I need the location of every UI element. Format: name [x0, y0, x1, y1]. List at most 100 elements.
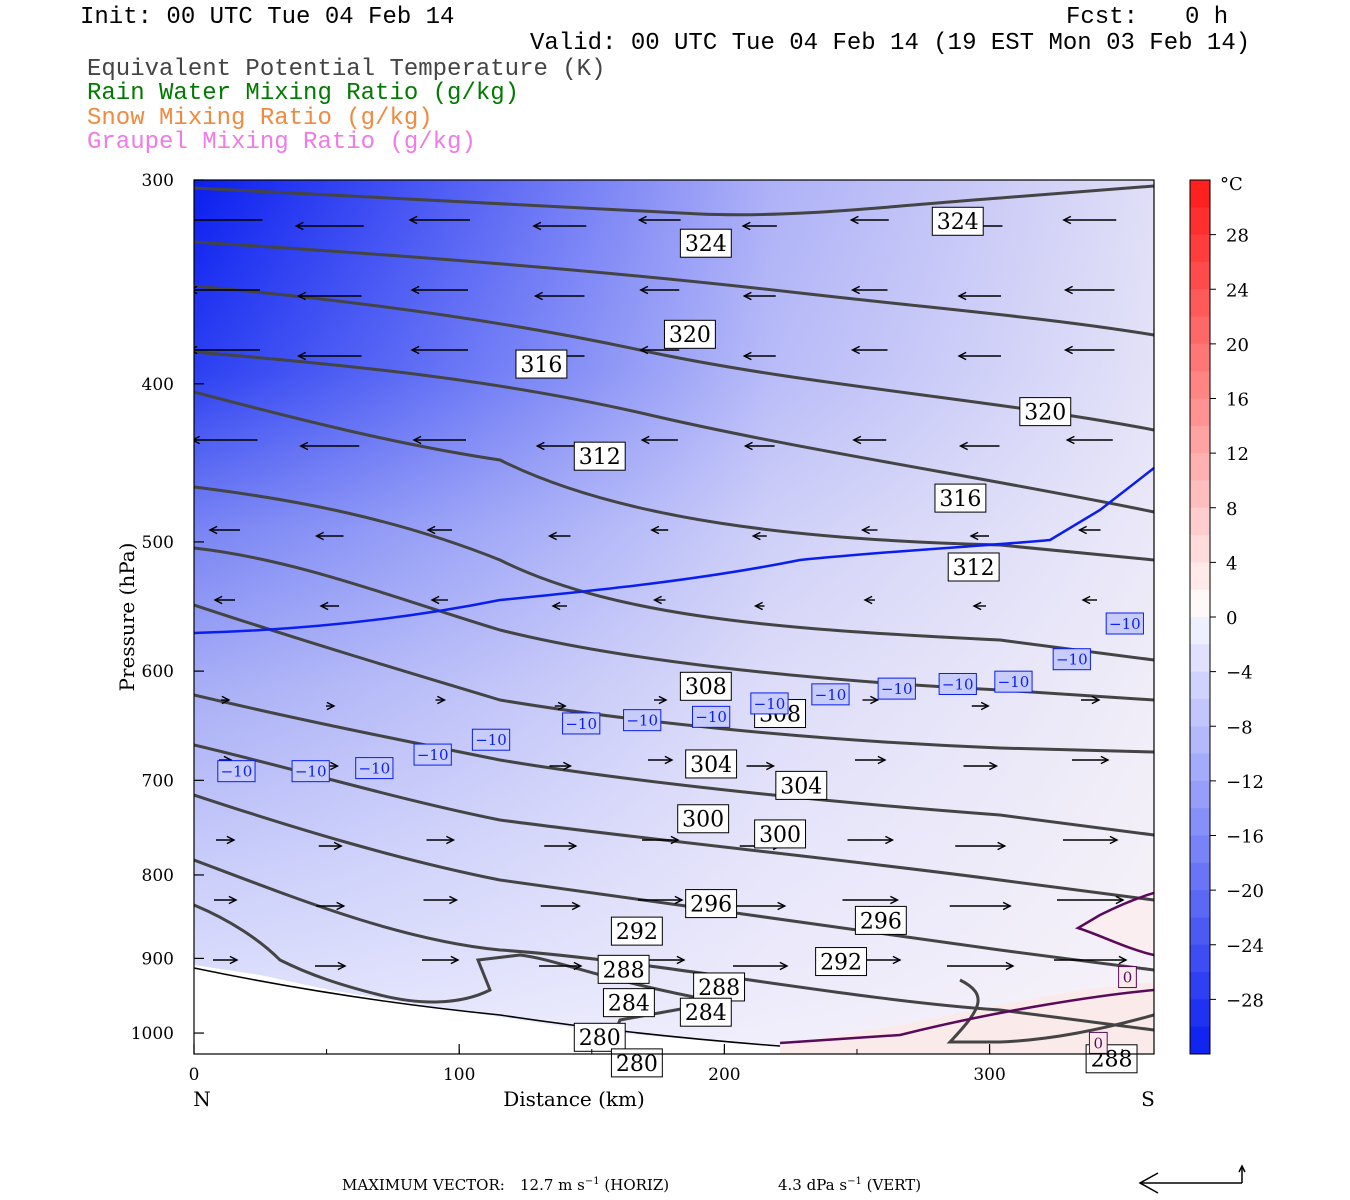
colorbar-segment [1190, 289, 1210, 318]
wind-vector [958, 441, 1000, 451]
colorbar-segment [1190, 589, 1210, 618]
theta-e-contour-288 [946, 978, 1154, 1044]
colorbar-segment [1190, 835, 1210, 864]
wind-vector [326, 701, 336, 711]
wind-vector [410, 285, 468, 295]
isotherm-zero-label: 0 [1088, 1031, 1108, 1054]
wind-vector [743, 441, 775, 451]
svg-text:−10: −10 [998, 673, 1030, 691]
colorbar-segment [1190, 207, 1210, 236]
wind-vector [549, 761, 573, 771]
theta-e-contour [194, 603, 1154, 754]
svg-text:300: 300 [682, 808, 724, 833]
colorbar-tick-label: −4 [1226, 663, 1253, 684]
colorbar-segment [1190, 617, 1210, 645]
colorbar-segment [1190, 999, 1210, 1028]
isotherm-label: −10 [471, 728, 511, 751]
wind-vector [751, 531, 767, 541]
svg-text:−10: −10 [221, 763, 253, 781]
theta-e-label: 324 [679, 228, 732, 258]
svg-text:0: 0 [1123, 968, 1133, 986]
x-end-label-south: S [1141, 1087, 1155, 1111]
svg-text:288: 288 [603, 958, 645, 983]
svg-text:−10: −10 [626, 712, 658, 730]
theta-e-label: 304 [685, 749, 738, 779]
x-tick-label: 300 [973, 1065, 1005, 1085]
wind-vector [194, 435, 258, 445]
isotherm-label: −10 [938, 672, 977, 695]
svg-text:−10: −10 [1056, 651, 1088, 669]
x-axis-label: Distance (km) [503, 1087, 645, 1111]
wind-vector [963, 761, 999, 771]
theta-e-label: 320 [663, 319, 716, 349]
isotherm-label: −10 [562, 712, 601, 735]
wind-vector [532, 221, 587, 231]
svg-text:280: 280 [616, 1052, 658, 1077]
colorbar-segment [1190, 644, 1210, 673]
wind-vector [639, 285, 680, 295]
colorbar-tick-label: −12 [1226, 772, 1264, 793]
wind-vector [852, 435, 887, 445]
wind-vector [539, 961, 583, 971]
wind-vector [746, 761, 776, 771]
svg-text:324: 324 [937, 210, 979, 235]
theta-e-label: 320 [1019, 397, 1072, 427]
wind-vector [194, 345, 260, 355]
wind-vector [544, 841, 578, 851]
wind-vector [949, 901, 1012, 911]
isotherm-label: −10 [994, 670, 1033, 693]
wind-vector [971, 701, 990, 711]
colorbar-segment [1190, 234, 1210, 263]
colorbar-segment [1190, 480, 1210, 509]
theta-e-label: 300 [754, 819, 807, 849]
wind-vector [863, 595, 875, 605]
wind-vector [842, 895, 900, 905]
legend-snow: Snow Mixing Ratio (g/kg) [87, 105, 433, 132]
wind-vector [213, 595, 235, 605]
colorbar-tick-label: 12 [1226, 444, 1249, 465]
wind-vector [422, 955, 460, 965]
isotherm-label: −10 [1105, 612, 1144, 635]
wind-vector [430, 595, 448, 605]
colorbar-tick-label: 16 [1226, 390, 1249, 411]
svg-text:304: 304 [690, 753, 732, 778]
theta-e-label: 316 [515, 349, 568, 379]
svg-text:292: 292 [820, 950, 862, 975]
svg-text:−10: −10 [815, 686, 847, 704]
theta-e-contour [194, 390, 1154, 562]
isotherm-label: −10 [750, 692, 789, 715]
wind-vector [972, 601, 986, 611]
wind-vector [753, 601, 765, 611]
isotherm-minus-10 [194, 467, 1154, 635]
colorbar-tick-label: 28 [1226, 226, 1249, 247]
isotherm-zero-upper [1074, 891, 1154, 957]
colorbar-segment [1190, 1026, 1210, 1055]
y-tick-label: 500 [142, 533, 174, 553]
colorbar-tick-label: 8 [1226, 499, 1237, 520]
svg-text:288: 288 [698, 976, 740, 1001]
wind-vector [412, 435, 466, 445]
svg-text:320: 320 [1024, 401, 1066, 426]
wind-vector [1077, 525, 1101, 535]
isotherm-label: −10 [692, 705, 731, 728]
colorbar-segment [1190, 180, 1210, 208]
isotherm-label: −10 [623, 709, 662, 732]
wind-vector [294, 221, 364, 231]
wind-vector [741, 221, 777, 231]
theta-e-label: 288 [597, 954, 650, 984]
isotherm-label: −10 [1052, 648, 1091, 671]
svg-text:280: 280 [579, 1026, 621, 1051]
y-axis-label: Pressure (hPa) [115, 543, 139, 692]
svg-text:316: 316 [939, 487, 981, 512]
wind-vector [742, 291, 776, 301]
svg-text:−10: −10 [695, 708, 727, 726]
theta-e-contour [194, 240, 1154, 337]
theta-e-label: 292 [610, 916, 663, 946]
colorbar-tick-label: 0 [1226, 608, 1237, 629]
theta-e-label: 284 [679, 997, 732, 1027]
wind-vector [1081, 695, 1101, 705]
colorbar-tick-label: −20 [1226, 881, 1264, 902]
svg-text:−10: −10 [942, 675, 974, 693]
isotherm-label: −10 [355, 757, 394, 780]
